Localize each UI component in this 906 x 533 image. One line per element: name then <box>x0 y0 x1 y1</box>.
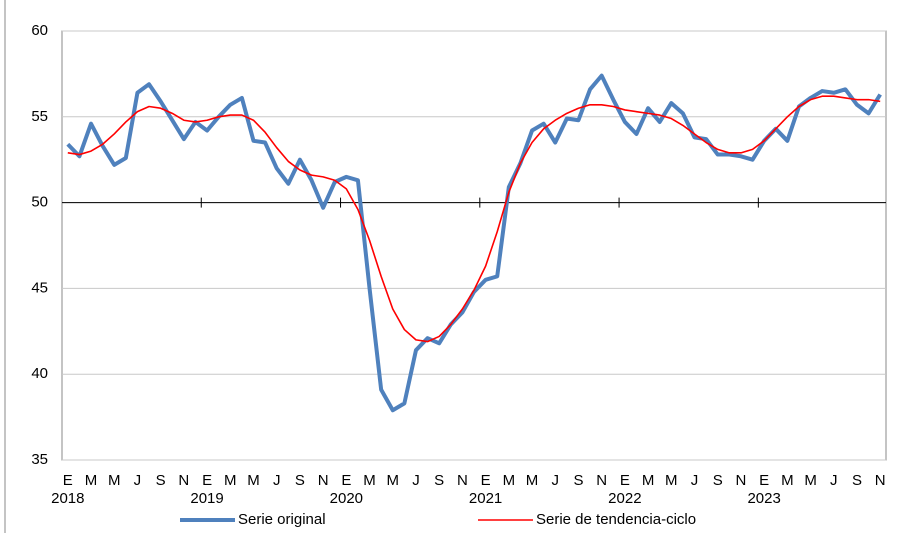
year-label: 2021 <box>469 490 502 507</box>
x-tick-label: M <box>387 472 400 489</box>
year-label: 2023 <box>747 490 780 507</box>
x-tick-label: E <box>620 472 630 489</box>
year-label: 2018 <box>51 490 84 507</box>
x-tick-label: M <box>224 472 237 489</box>
legend-label: Serie original <box>238 511 326 528</box>
x-tick-label: M <box>108 472 121 489</box>
x-tick-label: S <box>573 472 583 489</box>
plot-area <box>61 30 887 461</box>
x-tick-label: J <box>412 472 420 489</box>
y-tick-label: 35 <box>31 451 48 468</box>
x-tick-label: S <box>156 472 166 489</box>
x-tick-label: N <box>457 472 468 489</box>
y-tick-label: 60 <box>31 22 48 39</box>
x-tick-label: J <box>551 472 559 489</box>
x-tick-label: M <box>642 472 655 489</box>
x-tick-label: M <box>85 472 98 489</box>
x-tick-label: S <box>852 472 862 489</box>
x-tick-label: J <box>134 472 142 489</box>
year-label: 2022 <box>608 490 641 507</box>
x-tick-label: S <box>295 472 305 489</box>
y-tick-label: 45 <box>31 279 48 296</box>
x-tick-label: N <box>875 472 886 489</box>
x-tick-label: N <box>596 472 607 489</box>
x-tick-label: N <box>736 472 747 489</box>
x-tick-label: J <box>830 472 838 489</box>
x-tick-label: J <box>691 472 699 489</box>
x-tick-label: M <box>526 472 539 489</box>
x-tick-label: E <box>759 472 769 489</box>
x-tick-label: M <box>781 472 794 489</box>
x-tick-label: S <box>713 472 723 489</box>
x-tick-label: S <box>434 472 444 489</box>
y-tick-label: 55 <box>31 108 48 125</box>
x-tick-label: M <box>503 472 516 489</box>
x-tick-label: M <box>247 472 260 489</box>
series-line <box>66 73 882 413</box>
x-tick-label: E <box>202 472 212 489</box>
x-tick-label: M <box>363 472 376 489</box>
x-tick-label: M <box>665 472 678 489</box>
x-tick-label: N <box>178 472 189 489</box>
year-label: 2019 <box>190 490 223 507</box>
x-tick-label: E <box>63 472 73 489</box>
year-label: 2020 <box>330 490 363 507</box>
x-tick-label: E <box>341 472 351 489</box>
y-tick-label: 50 <box>31 194 48 211</box>
x-tick-label: J <box>273 472 281 489</box>
x-tick-label: E <box>481 472 491 489</box>
y-tick-label: 40 <box>31 365 48 382</box>
legend-label: Serie de tendencia-ciclo <box>536 511 696 528</box>
x-tick-label: M <box>804 472 817 489</box>
x-tick-label: N <box>318 472 329 489</box>
series-line <box>67 95 881 343</box>
